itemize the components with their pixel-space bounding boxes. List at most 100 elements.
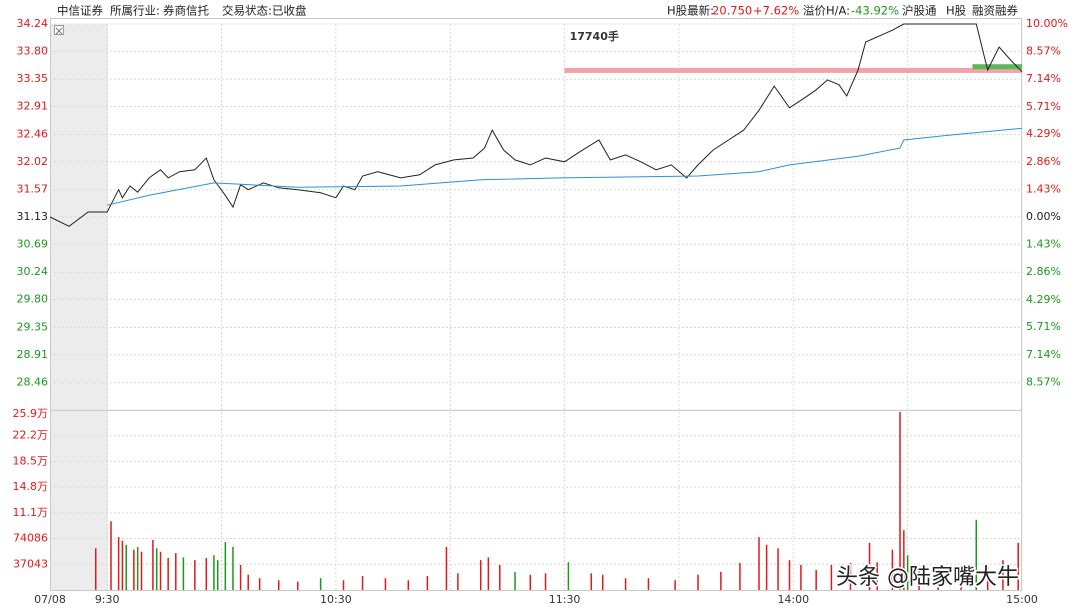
volume-bar — [479, 560, 482, 590]
h-change: +7.62% — [753, 4, 799, 18]
volume-bar — [849, 562, 852, 590]
y2-tick-label: 8.57% — [1026, 45, 1061, 58]
y-tick-label: 74086 — [13, 532, 48, 545]
y-tick-label: 29.80 — [17, 293, 49, 306]
premium: -43.92% — [851, 4, 899, 18]
volume-bar — [800, 564, 802, 590]
volume-bar — [499, 564, 501, 590]
volume-bar — [232, 546, 234, 590]
close-icon — [55, 27, 63, 35]
volume-bar — [159, 551, 162, 590]
h-label: H股最新: — [667, 4, 714, 18]
y-tick-label: 11.1万 — [13, 506, 49, 519]
y-tick-label: 14.8万 — [13, 480, 49, 493]
x-tick-label: 07/08 — [34, 593, 66, 606]
y-tick-label: 32.91 — [17, 100, 49, 113]
volume-bar — [216, 560, 219, 590]
volume-bar — [194, 560, 196, 590]
status-label: 交易状态: — [222, 4, 272, 18]
close-box[interactable] — [54, 25, 64, 35]
y-tick-label: 28.46 — [17, 376, 49, 389]
volume-bar — [110, 521, 112, 590]
volume-bar — [876, 562, 878, 590]
volume-bar — [319, 578, 322, 590]
chart-frame — [50, 18, 1022, 591]
tag[interactable]: 沪股通 — [902, 4, 937, 18]
price-line — [49, 23, 1023, 227]
volume-bar — [544, 573, 547, 590]
volume-bar — [514, 571, 516, 590]
volume-bar — [918, 567, 920, 590]
volume-bar — [213, 555, 215, 590]
y-tick-label: 33.80 — [17, 44, 49, 57]
volume-bar — [155, 548, 158, 590]
y-tick-label: 34.24 — [17, 17, 49, 30]
y-tick-label: 37043 — [13, 557, 48, 570]
order-level — [564, 67, 1022, 73]
volume-bar — [815, 569, 817, 590]
y2-tick-label: 10.00% — [1026, 17, 1068, 30]
volume-bar — [247, 574, 249, 590]
y2-tick-label: 5.71% — [1026, 100, 1061, 113]
y-tick-label: 28.91 — [17, 348, 49, 361]
volume-bar — [937, 574, 939, 590]
tag[interactable]: 融资融券 — [972, 4, 1018, 18]
volume-bar — [133, 549, 135, 590]
y-tick-label: 32.02 — [17, 155, 49, 168]
volume-bar — [136, 546, 139, 590]
volume-bar — [903, 530, 905, 590]
volume-bar — [125, 544, 127, 590]
volume-bar — [601, 574, 604, 590]
pre-market-area — [50, 24, 108, 590]
volume-bar — [487, 557, 490, 590]
order-level — [972, 64, 1022, 70]
volume-bar — [529, 574, 532, 590]
volume-bar — [152, 539, 154, 590]
y-tick-label: 30.24 — [17, 265, 49, 278]
y2-tick-label: 8.57% — [1026, 375, 1061, 388]
volume-bar — [117, 537, 120, 590]
volume-bar — [457, 573, 459, 590]
y-tick-label: 25.9万 — [13, 407, 49, 420]
volume-bar — [258, 578, 261, 590]
price-line — [107, 127, 1023, 206]
y2-tick-label: 1.43% — [1026, 238, 1061, 251]
volume-bar — [1002, 560, 1004, 590]
volume-bar — [426, 576, 429, 590]
volume-bar — [175, 553, 177, 590]
volume-bar — [765, 544, 768, 590]
volume-bar — [445, 546, 448, 590]
volume-bar — [788, 560, 791, 590]
volume-bar — [342, 580, 345, 590]
volume-bar — [624, 578, 627, 590]
volume-bar — [567, 562, 570, 590]
tag[interactable]: H股 — [946, 4, 967, 18]
volume-bar — [224, 542, 227, 590]
y-tick-label: 32.46 — [17, 127, 49, 140]
volume-bar — [297, 581, 299, 590]
volume-bar — [739, 562, 741, 590]
volume-bar — [647, 578, 650, 590]
y-tick-label: 31.57 — [17, 183, 49, 196]
watermark: 头条 @陆家嘴大牛 — [836, 565, 1019, 590]
header: 中信证券 所属行业: 券商信托 交易状态: 已收盘 H股最新: 20.750 +… — [57, 4, 1018, 18]
volume-bar — [891, 549, 894, 590]
industry-label: 所属行业: — [110, 4, 160, 18]
y-tick-label: 31.13 — [17, 210, 49, 223]
y2-tick-label: 7.14% — [1026, 72, 1061, 85]
y-tick-label: 22.2万 — [13, 429, 49, 442]
y2-tick-label: 4.29% — [1026, 293, 1061, 306]
volume-bar — [960, 569, 962, 590]
volume-bar — [277, 580, 280, 590]
volume-bar — [239, 564, 242, 590]
volume-bar — [720, 571, 722, 590]
volume-bar — [384, 578, 387, 590]
volume-bar — [777, 548, 779, 590]
volume-bar — [830, 564, 833, 590]
volume-bar — [407, 580, 410, 590]
volume-bar — [899, 412, 901, 590]
y-tick-label: 29.35 — [17, 320, 49, 333]
h-price: 20.750 — [712, 4, 752, 18]
volume-bar — [205, 558, 208, 590]
